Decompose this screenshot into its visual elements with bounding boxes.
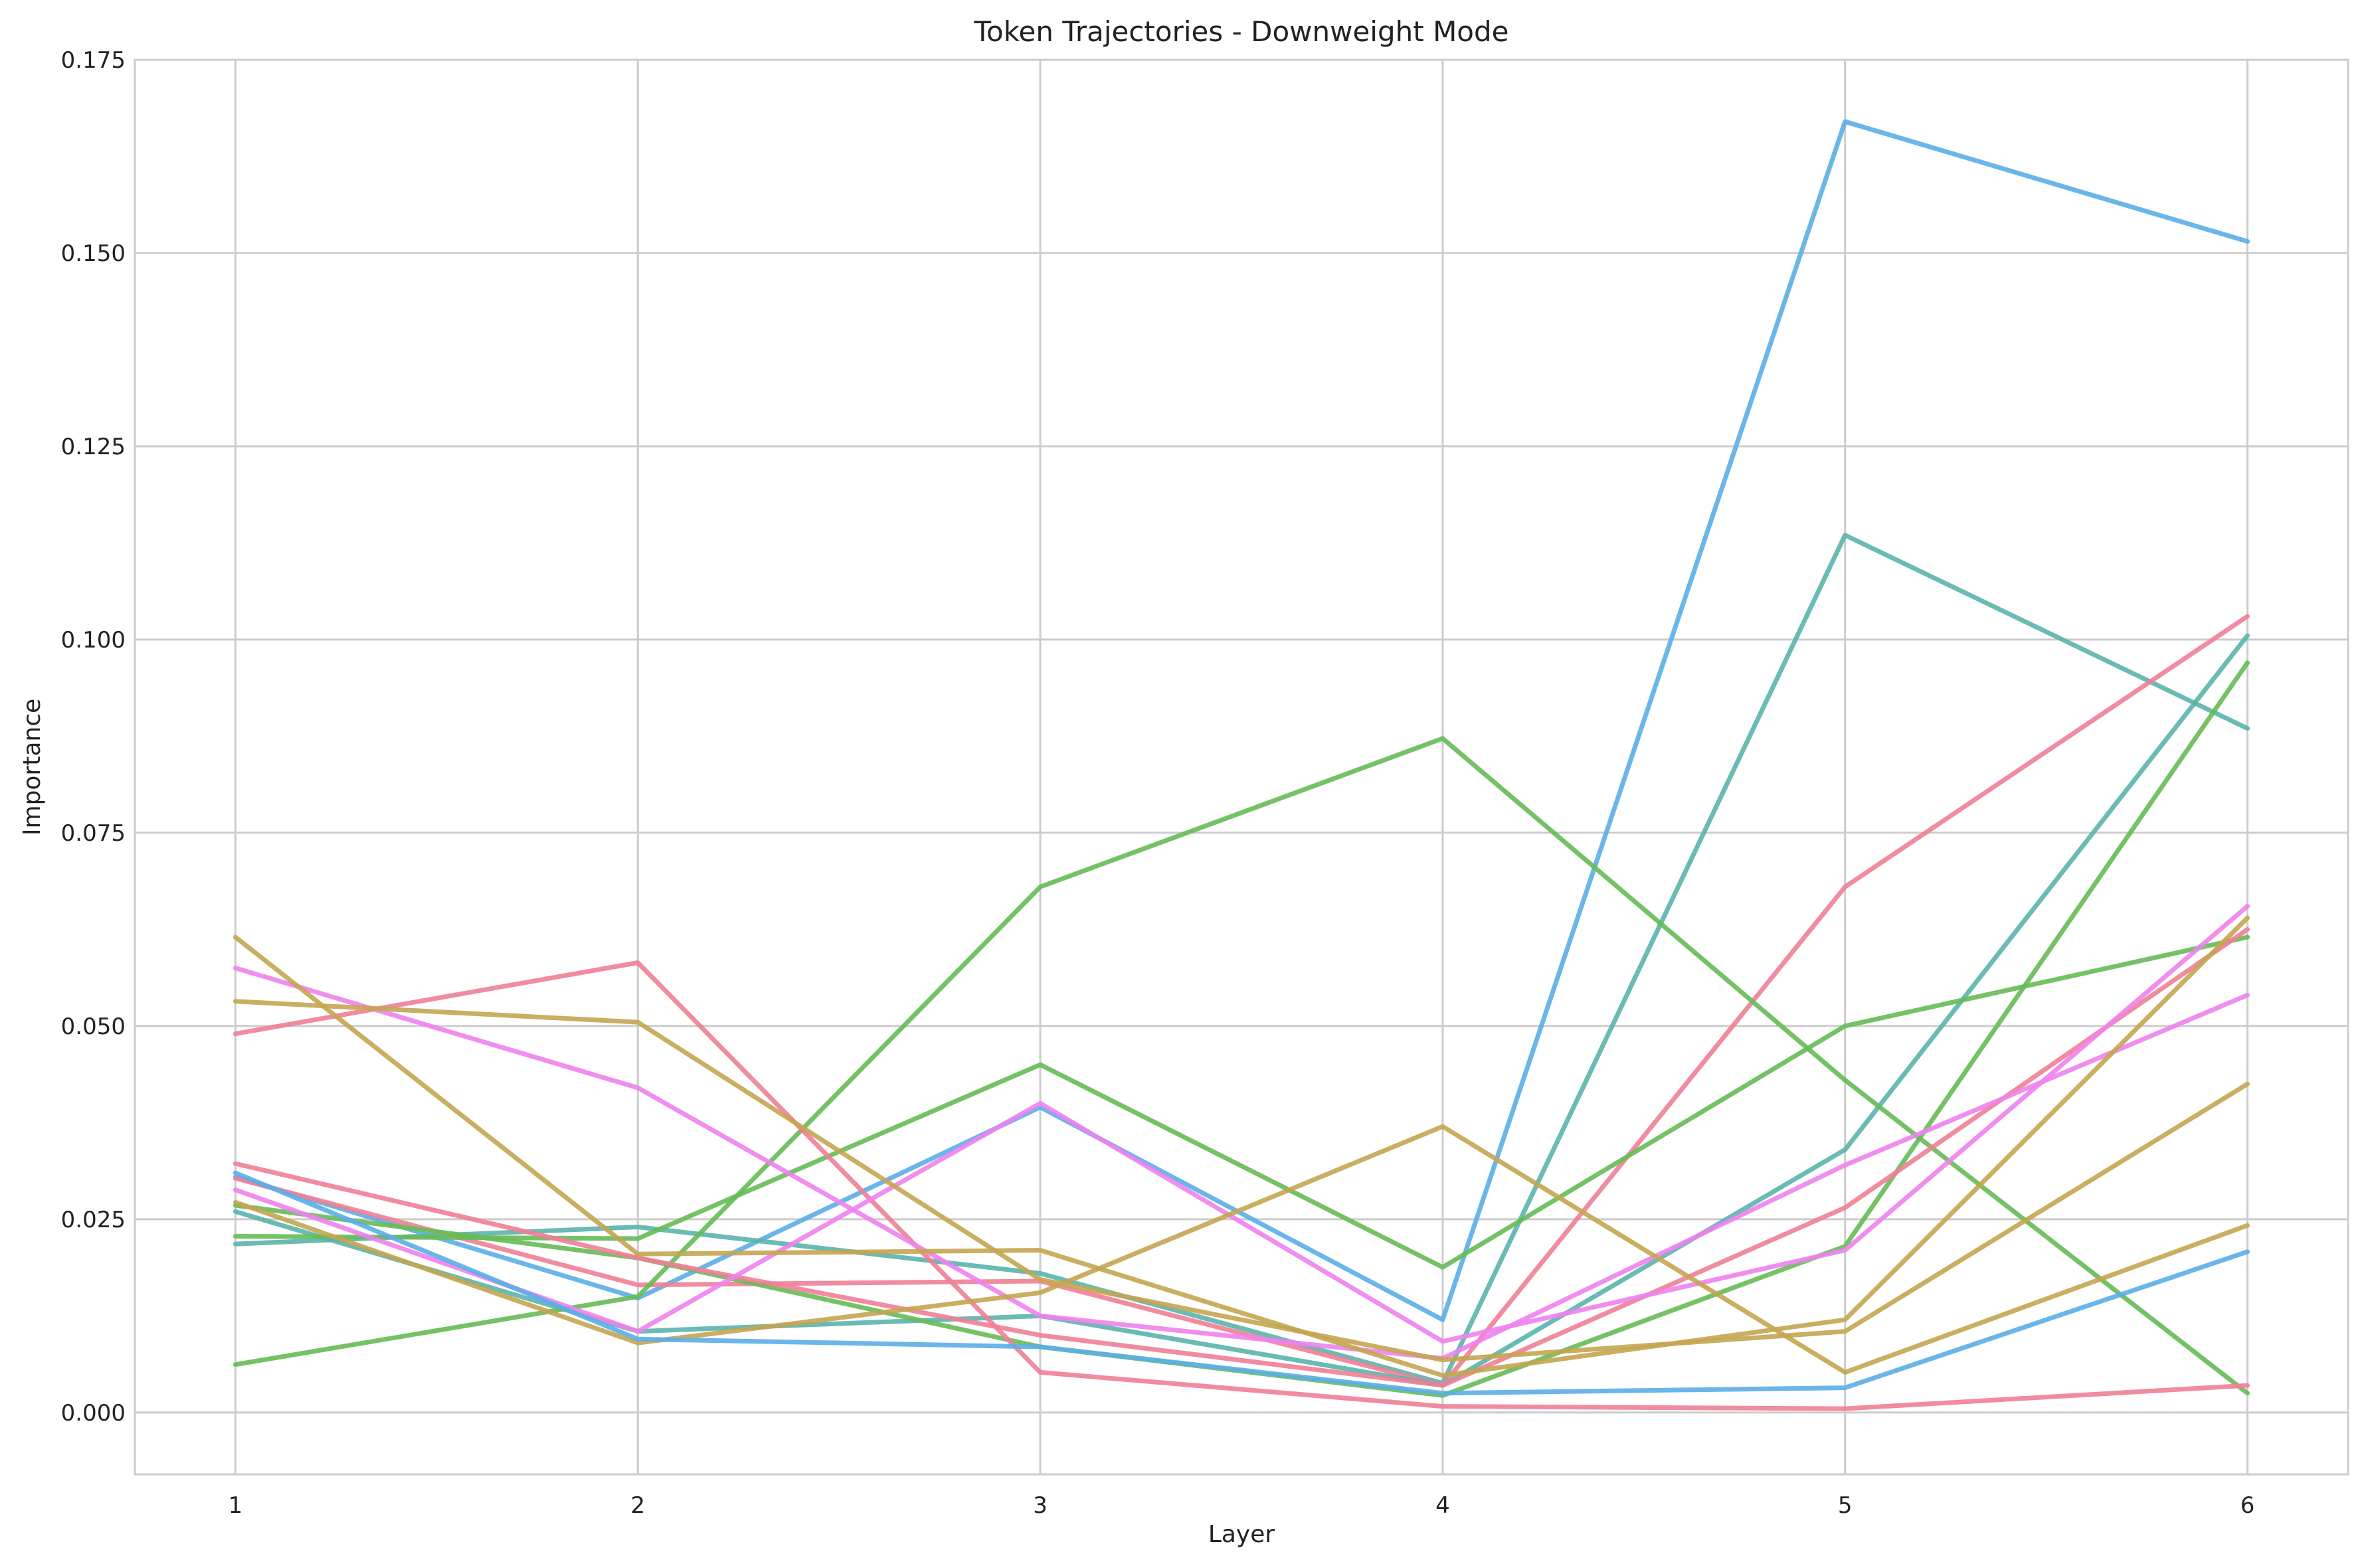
x-tick-label: 6	[2240, 1492, 2255, 1519]
x-tick-label: 3	[1033, 1492, 1047, 1519]
y-tick-label: 0.125	[61, 434, 126, 460]
series-line-9	[233, 926, 2250, 1388]
x-axis-label: Layer	[1208, 1521, 1275, 1548]
y-tick-label: 0.050	[61, 1013, 126, 1040]
x-tick-labels: 1 2 3 4 5 6	[228, 1492, 2255, 1519]
series-line-5	[233, 934, 2250, 1270]
x-tick-label: 4	[1435, 1492, 1450, 1519]
y-axis-label: Importance	[19, 699, 46, 835]
plot-frame	[134, 58, 2349, 1476]
series-line-10	[233, 966, 2250, 1361]
y-tick-label: 0.075	[61, 820, 126, 847]
x-tick-label: 5	[1838, 1492, 1853, 1519]
x-tick-label: 2	[630, 1492, 645, 1519]
series-group	[233, 119, 2250, 1411]
x-tick-label: 1	[228, 1492, 243, 1519]
y-tick-labels: 0.000 0.025 0.050 0.075 0.100 0.125 0.150 0.175	[61, 47, 126, 1427]
series-line-8	[233, 960, 2250, 1411]
y-tick-label: 0.025	[61, 1207, 126, 1233]
y-tick-label: 0.150	[61, 240, 126, 267]
y-tick-label: 0.175	[61, 47, 126, 74]
chart-title: Token Trajectories - Downweight Mode	[973, 15, 1508, 48]
series-line-3	[233, 614, 2250, 1388]
series-line-12	[233, 915, 2250, 1378]
series-line-14	[233, 1124, 2250, 1375]
series-line-13	[233, 999, 2250, 1363]
y-tick-label: 0.100	[61, 627, 126, 653]
series-line-2	[233, 533, 2250, 1386]
series-line-11	[233, 904, 2250, 1344]
series-line-15	[233, 1170, 2250, 1396]
series-line-1	[233, 119, 2250, 1322]
y-tick-label: 0.000	[61, 1400, 126, 1427]
